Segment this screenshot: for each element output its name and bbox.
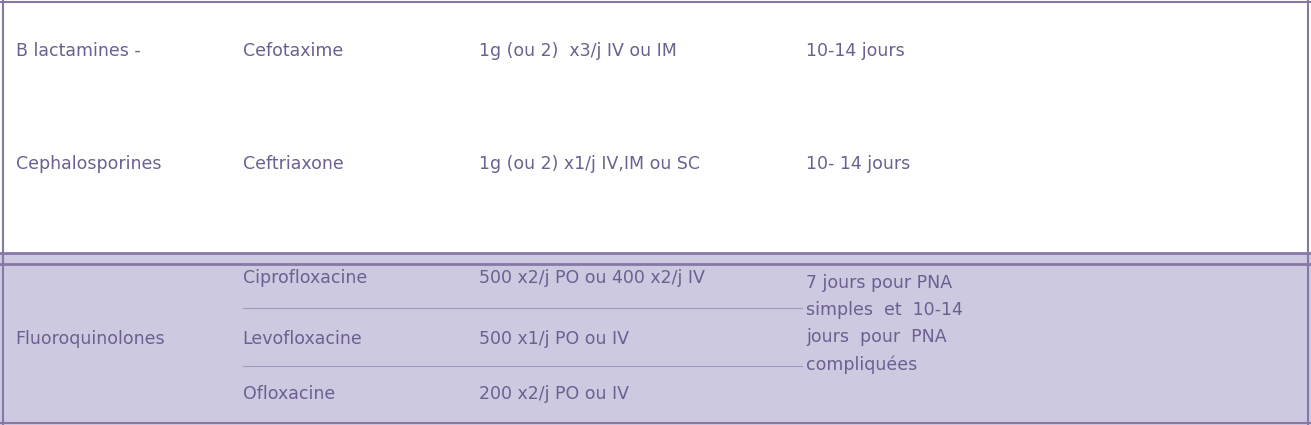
Text: 7 jours pour PNA
simples  et  10-14
jours  pour  PNA
compliquées: 7 jours pour PNA simples et 10-14 jours … (806, 274, 964, 374)
Text: Cephalosporines: Cephalosporines (16, 156, 161, 173)
Text: 500 x1/j PO ou IV: 500 x1/j PO ou IV (479, 330, 628, 348)
Text: 200 x2/j PO ou IV: 200 x2/j PO ou IV (479, 385, 628, 403)
Text: Ofloxacine: Ofloxacine (243, 385, 334, 403)
Text: Cefotaxime: Cefotaxime (243, 42, 342, 60)
Text: 10- 14 jours: 10- 14 jours (806, 156, 911, 173)
Text: 1g (ou 2)  x3/j IV ou IM: 1g (ou 2) x3/j IV ou IM (479, 42, 676, 60)
Text: Fluoroquinolones: Fluoroquinolones (16, 330, 165, 348)
Text: Levofloxacine: Levofloxacine (243, 330, 362, 348)
Text: 500 x2/j PO ou 400 x2/j IV: 500 x2/j PO ou 400 x2/j IV (479, 269, 704, 287)
Text: B lactamines -: B lactamines - (16, 42, 140, 60)
Text: Ceftriaxone: Ceftriaxone (243, 156, 343, 173)
Bar (0, 253, 1311, 425)
Text: 1g (ou 2) x1/j IV,IM ou SC: 1g (ou 2) x1/j IV,IM ou SC (479, 156, 700, 173)
Text: Ciprofloxacine: Ciprofloxacine (243, 269, 367, 287)
Text: 10-14 jours: 10-14 jours (806, 42, 905, 60)
Bar (0, 0, 1311, 253)
